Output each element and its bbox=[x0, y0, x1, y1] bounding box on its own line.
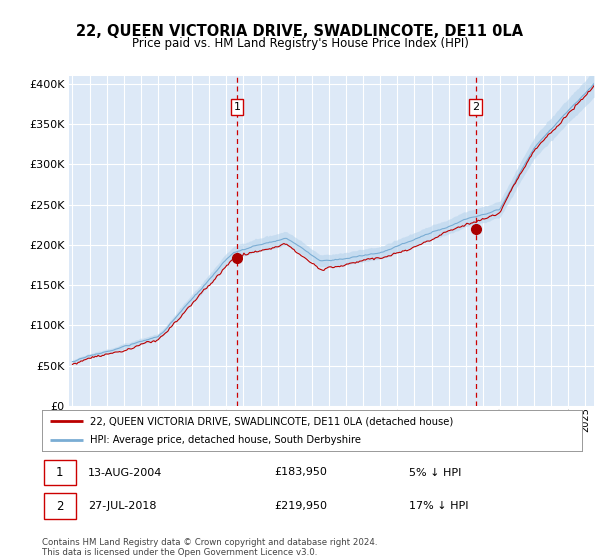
Text: 27-JUL-2018: 27-JUL-2018 bbox=[88, 501, 157, 511]
Text: £219,950: £219,950 bbox=[274, 501, 327, 511]
Text: 22, QUEEN VICTORIA DRIVE, SWADLINCOTE, DE11 0LA: 22, QUEEN VICTORIA DRIVE, SWADLINCOTE, D… bbox=[76, 24, 524, 39]
Text: 17% ↓ HPI: 17% ↓ HPI bbox=[409, 501, 469, 511]
Text: Price paid vs. HM Land Registry's House Price Index (HPI): Price paid vs. HM Land Registry's House … bbox=[131, 38, 469, 50]
Text: 5% ↓ HPI: 5% ↓ HPI bbox=[409, 468, 461, 478]
FancyBboxPatch shape bbox=[44, 493, 76, 519]
Text: £183,950: £183,950 bbox=[274, 468, 327, 478]
FancyBboxPatch shape bbox=[44, 460, 76, 486]
Text: 1: 1 bbox=[56, 466, 64, 479]
Text: 1: 1 bbox=[233, 102, 241, 112]
Text: 2: 2 bbox=[472, 102, 479, 112]
Text: 2: 2 bbox=[56, 500, 64, 512]
Text: Contains HM Land Registry data © Crown copyright and database right 2024.
This d: Contains HM Land Registry data © Crown c… bbox=[42, 538, 377, 557]
Text: HPI: Average price, detached house, South Derbyshire: HPI: Average price, detached house, Sout… bbox=[89, 435, 361, 445]
Text: 13-AUG-2004: 13-AUG-2004 bbox=[88, 468, 162, 478]
Text: 22, QUEEN VICTORIA DRIVE, SWADLINCOTE, DE11 0LA (detached house): 22, QUEEN VICTORIA DRIVE, SWADLINCOTE, D… bbox=[89, 417, 453, 426]
